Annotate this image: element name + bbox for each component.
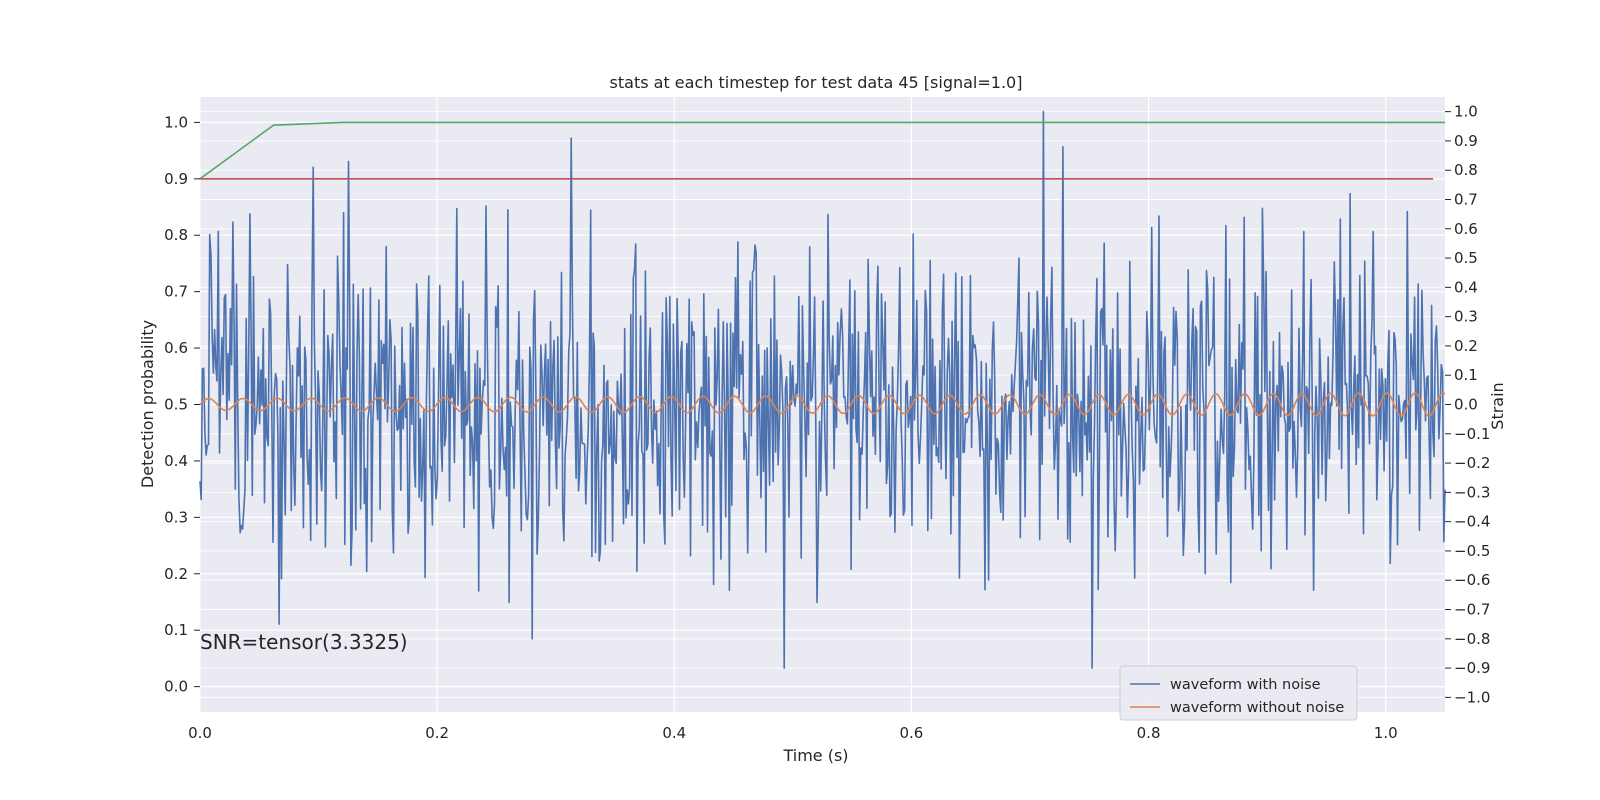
series-layer (199, 110, 1446, 669)
snr-annotation: SNR=tensor(3.3325) (200, 630, 408, 654)
right-tick-label: −0.9 (1454, 659, 1490, 677)
right-tick-label: 0.4 (1454, 278, 1478, 296)
right-tick-label: 0.8 (1454, 161, 1478, 179)
right-tick-label: 0.2 (1454, 337, 1478, 355)
left-tick-label: 0.8 (164, 226, 188, 244)
x-axis-ticks: 0.0 0.2 0.4 0.6 0.8 1.0 (188, 724, 1398, 742)
legend: waveform with noise waveform without noi… (1119, 665, 1358, 721)
series-waveform-without-noise (199, 391, 1446, 417)
right-axis-ticks: −1.0 −0.9 −0.8 −0.7 −0.6 −0.5 −0.4 −0.3 −0.2 −0.1… (1445, 103, 1490, 706)
right-tick-label: 1.0 (1454, 103, 1478, 121)
right-tick-label: 0.0 (1454, 396, 1478, 414)
left-axis-ticks: 0.0 0.1 0.2 0.3 0.4 0.5 0.6 0.7 0.8 0.9 1.0 (164, 113, 200, 696)
right-tick-label: 0.3 (1454, 308, 1478, 326)
right-tick-label: −0.8 (1454, 630, 1490, 648)
left-tick-label: 0.2 (164, 565, 188, 583)
legend-box (1119, 665, 1358, 721)
x-tick-label: 0.0 (188, 724, 212, 742)
left-tick-label: 0.1 (164, 621, 188, 639)
x-tick-label: 0.4 (662, 724, 686, 742)
left-tick-label: 0.3 (164, 508, 188, 526)
series-waveform-with-noise (199, 110, 1446, 669)
x-tick-label: 0.6 (899, 724, 923, 742)
right-tick-label: −0.7 (1454, 601, 1490, 619)
x-tick-label: 0.2 (425, 724, 449, 742)
x-axis-label: Time (s) (782, 746, 848, 765)
left-tick-label: 0.9 (164, 170, 188, 188)
right-tick-label: −0.2 (1454, 454, 1490, 472)
left-tick-label: 0.4 (164, 452, 188, 470)
left-tick-label: 1.0 (164, 113, 188, 131)
right-tick-label: 0.9 (1454, 132, 1478, 150)
x-tick-label: 0.8 (1137, 724, 1161, 742)
right-tick-label: 0.1 (1454, 366, 1478, 384)
right-tick-label: −0.5 (1454, 542, 1490, 560)
right-tick-label: −0.6 (1454, 571, 1490, 589)
right-tick-label: −0.1 (1454, 425, 1490, 443)
left-tick-label: 0.5 (164, 396, 188, 414)
series-detection-probability (199, 121, 1445, 180)
right-axis-label: Strain (1488, 382, 1507, 429)
right-tick-label: −1.0 (1454, 688, 1490, 706)
left-axis-label: Detection probability (138, 320, 157, 488)
chart-title: stats at each timestep for test data 45 … (610, 73, 1023, 92)
right-tick-label: 0.7 (1454, 191, 1478, 209)
right-tick-label: 0.6 (1454, 220, 1478, 238)
left-tick-label: 0.7 (164, 283, 188, 301)
right-tick-label: 0.5 (1454, 249, 1478, 267)
legend-label-clean: waveform without noise (1170, 700, 1344, 716)
legend-label-noise: waveform with noise (1170, 677, 1321, 693)
right-tick-label: −0.4 (1454, 513, 1490, 531)
left-tick-label: 0.0 (164, 678, 188, 696)
left-tick-label: 0.6 (164, 339, 188, 357)
right-tick-label: −0.3 (1454, 483, 1490, 501)
x-tick-label: 1.0 (1374, 724, 1398, 742)
